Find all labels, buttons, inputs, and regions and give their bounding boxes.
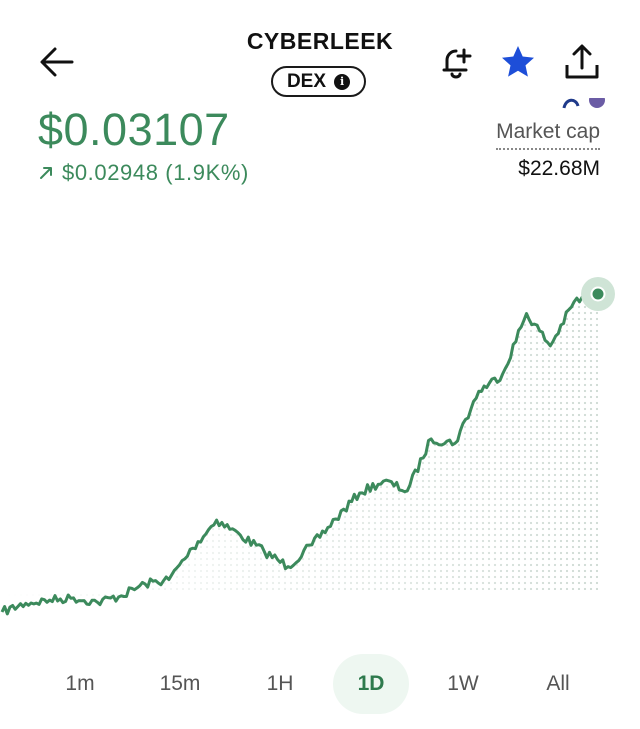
chart-area-fill xyxy=(2,291,598,614)
dex-badge[interactable]: DEX i xyxy=(271,66,366,97)
timeframe-all[interactable]: All xyxy=(546,672,570,695)
price-line xyxy=(0,290,600,616)
timeframe-1m[interactable]: 1m xyxy=(65,672,95,695)
add-alert-bell-icon[interactable] xyxy=(436,42,476,82)
market-cap-value: $22.68M xyxy=(518,157,600,180)
price-change-value: $0.02948 (1.9K%) xyxy=(62,160,249,185)
dex-badge-label: DEX xyxy=(286,70,327,92)
share-icon[interactable] xyxy=(562,42,602,82)
price-change: $0.02948 (1.9K%) xyxy=(38,160,249,186)
favorite-star-icon[interactable] xyxy=(498,42,538,82)
timeframe-1d[interactable]: 1D xyxy=(333,654,409,714)
last-point-marker xyxy=(590,286,606,302)
price-chart[interactable] xyxy=(0,250,640,640)
current-price: $0.03107 xyxy=(38,104,230,155)
info-icon: i xyxy=(334,73,351,90)
back-arrow-icon[interactable] xyxy=(36,40,80,84)
timeframe-1w[interactable]: 1W xyxy=(447,672,479,695)
trend-up-arrow-icon xyxy=(40,167,52,179)
token-title: CYBERLEEK xyxy=(246,28,394,54)
timeframe-1h[interactable]: 1H xyxy=(266,672,294,695)
header: CYBERLEEK DEX i xyxy=(0,0,640,110)
timeframe-15m[interactable]: 15m xyxy=(159,672,201,695)
timeframe-selector: 1m 15m 1H 1D 1W All xyxy=(0,654,640,714)
market-cap-label[interactable]: Market cap xyxy=(496,120,600,150)
avatar-icon xyxy=(556,98,606,110)
